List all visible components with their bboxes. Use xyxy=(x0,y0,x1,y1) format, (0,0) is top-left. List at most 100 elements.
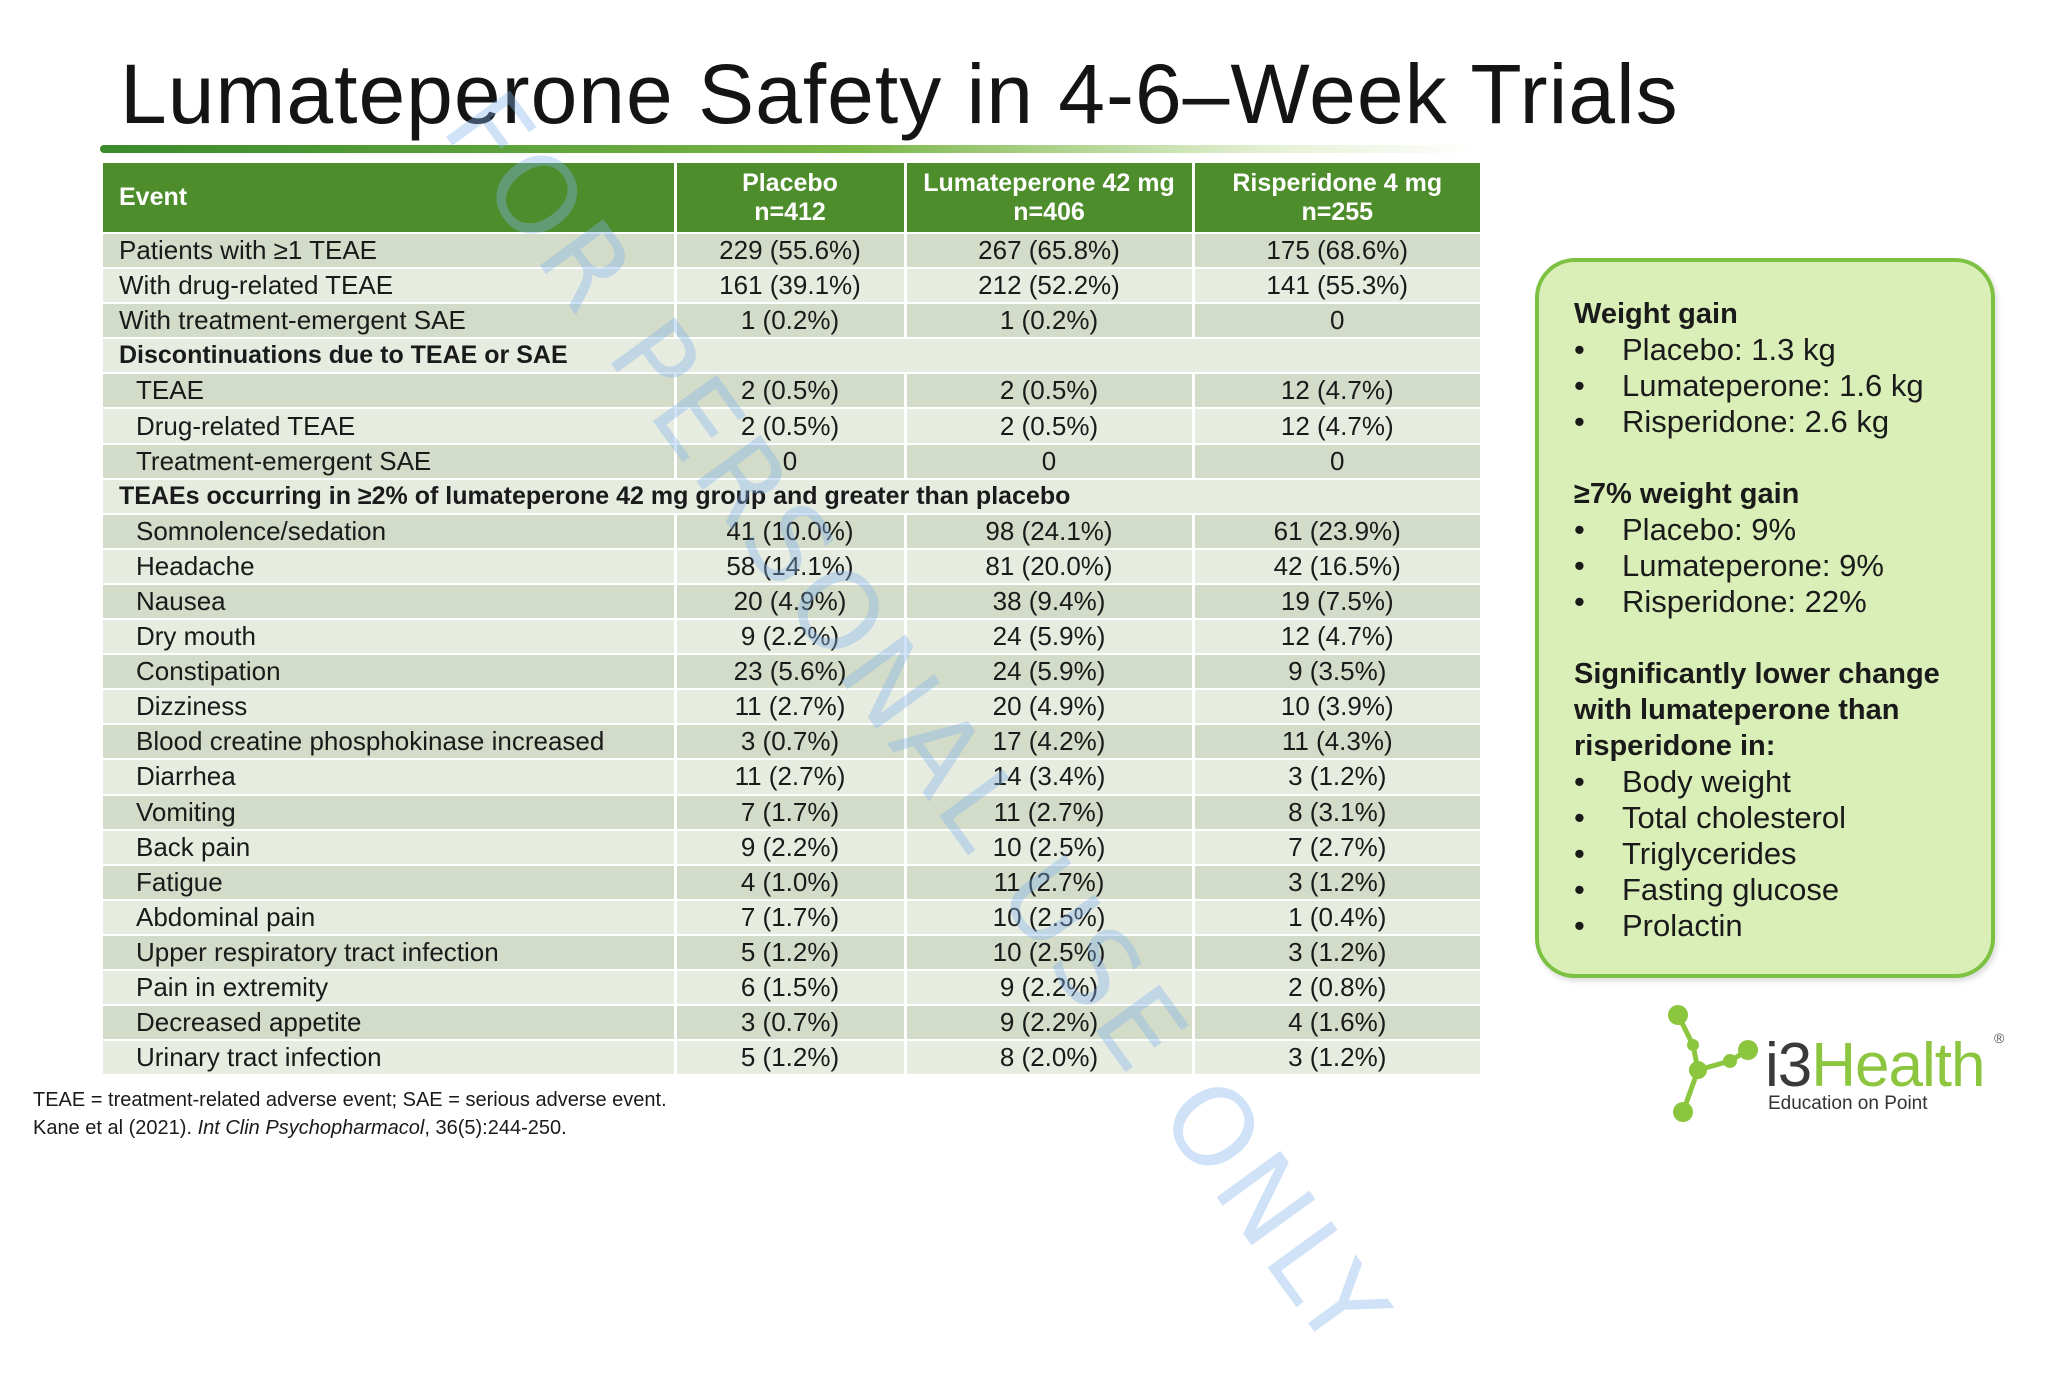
placebo-value: 5 (1.2%) xyxy=(675,1039,907,1075)
table-row: With drug-related TEAE 161 (39.1%) 212 (52… xyxy=(103,267,1480,304)
event-label: Nausea xyxy=(103,582,677,620)
callout-item-text: Body weight xyxy=(1622,764,1791,799)
placebo-value: 4 (1.0%) xyxy=(675,863,907,900)
header-event-label: Event xyxy=(119,183,188,211)
title-underline xyxy=(100,145,1480,153)
header-event: Event xyxy=(103,163,677,233)
table-row: Upper respiratory tract infection 5 (1.2%… xyxy=(103,933,1480,970)
header-placebo-label: Placebo xyxy=(742,168,838,197)
header-risperidone: Risperidone 4 mg n=255 xyxy=(1193,163,1480,233)
placebo-value: 7 (1.7%) xyxy=(675,793,907,830)
callout-list-item: • Risperidone: 2.6 kg xyxy=(1574,404,1971,440)
bullet-icon: • xyxy=(1574,764,1585,799)
callout-item-text: Risperidone: 2.6 kg xyxy=(1622,404,1890,439)
callout-list-item: • Total cholesterol xyxy=(1574,800,1971,836)
event-label: Urinary tract infection xyxy=(103,1039,677,1075)
risperidone-value: 10 (3.9%) xyxy=(1193,688,1480,725)
risperidone-value: 1 (0.4%) xyxy=(1193,898,1480,935)
lumateperone-value: 20 (4.9%) xyxy=(905,688,1195,725)
event-label: Dizziness xyxy=(103,688,677,725)
table-row: Treatment-emergent SAE 0 0 0 xyxy=(103,442,1480,479)
bullet-icon: • xyxy=(1574,908,1585,943)
placebo-value: 9 (2.2%) xyxy=(675,618,907,655)
risperidone-value: 175 (68.6%) xyxy=(1193,231,1480,269)
table-row: Patients with ≥1 TEAE 229 (55.6%) 267 (65.… xyxy=(103,231,1480,269)
callout-list-item: • Fasting glucose xyxy=(1574,872,1971,908)
logo-prefix: i3 xyxy=(1765,1031,1812,1100)
placebo-value: 0 xyxy=(675,442,907,479)
callout-list-item: • Risperidone: 22% xyxy=(1574,584,1971,620)
event-label: Diarrhea xyxy=(103,758,677,795)
callout-list-item: • Triglycerides xyxy=(1574,836,1971,872)
callout-heading: Significantly lower change xyxy=(1574,658,1940,690)
event-label: Patients with ≥1 TEAE xyxy=(103,231,677,269)
footnotes: TEAE = treatment-related adverse event; … xyxy=(33,1086,667,1142)
placebo-value: 5 (1.2%) xyxy=(675,933,907,970)
event-label: With treatment-emergent SAE xyxy=(103,302,677,339)
callout-list-item: • Placebo: 1.3 kg xyxy=(1574,332,1971,368)
table-row: Fatigue 4 (1.0%) 11 (2.7%) 3 (1.2%) xyxy=(103,863,1480,900)
header-placebo: Placebo n=412 xyxy=(675,163,907,233)
risperidone-value: 0 xyxy=(1193,302,1480,339)
table-row: Back pain 9 (2.2%) 10 (2.5%) 7 (2.7%) xyxy=(103,828,1480,865)
i3health-logo-icon xyxy=(1668,1005,1758,1122)
logo-brand: Health xyxy=(1811,1031,1985,1100)
callout-list: • Body weight • Total cholesterol • Triglycer… xyxy=(1574,764,1971,944)
lumateperone-value: 11 (2.7%) xyxy=(905,793,1195,830)
risperidone-value: 12 (4.7%) xyxy=(1193,407,1480,444)
risperidone-value: 8 (3.1%) xyxy=(1193,793,1480,830)
bullet-icon: • xyxy=(1574,800,1585,835)
risperidone-value: 4 (1.6%) xyxy=(1193,1004,1480,1041)
callout-list-item: • Placebo: 9% xyxy=(1574,512,1971,548)
lumateperone-value: 10 (2.5%) xyxy=(905,898,1195,935)
callout-list-item: • Lumateperone: 9% xyxy=(1574,548,1971,584)
table-row: Blood creatine phosphokinase increased 3 … xyxy=(103,723,1480,760)
table-row: Diarrhea 11 (2.7%) 14 (3.4%) 3 (1.2%) xyxy=(103,758,1480,795)
event-label: Fatigue xyxy=(103,863,677,900)
lumateperone-value: 267 (65.8%) xyxy=(905,231,1195,269)
citation: Kane et al (2021). Int Clin Psychopharma… xyxy=(33,1114,667,1142)
table-row: Urinary tract infection 5 (1.2%) 8 (2.0%) 3… xyxy=(103,1039,1480,1075)
header-placebo-n: n=412 xyxy=(754,197,826,226)
risperidone-value: 12 (4.7%) xyxy=(1193,618,1480,655)
callout-item-text: Lumateperone: 1.6 kg xyxy=(1622,368,1924,403)
event-label: Drug-related TEAE xyxy=(103,407,677,444)
event-label: Abdominal pain xyxy=(103,898,677,935)
logo-registered-mark: ® xyxy=(1994,1030,2005,1046)
risperidone-value: 61 (23.9%) xyxy=(1193,512,1480,549)
placebo-value: 2 (0.5%) xyxy=(675,372,907,409)
lumateperone-value: 9 (2.2%) xyxy=(905,968,1195,1006)
lumateperone-value: 14 (3.4%) xyxy=(905,758,1195,795)
safety-table-container: Event Placebo n=412 Lumateperone 42 mg n… xyxy=(103,163,1480,1075)
lumateperone-value: 98 (24.1%) xyxy=(905,512,1195,549)
risperidone-value: 11 (4.3%) xyxy=(1193,723,1480,760)
lumateperone-value: 38 (9.4%) xyxy=(905,582,1195,620)
safety-table: Event Placebo n=412 Lumateperone 42 mg n… xyxy=(103,163,1480,1075)
event-label: Headache xyxy=(103,547,677,584)
table-row: Drug-related TEAE 2 (0.5%) 2 (0.5%) 12 (4.7… xyxy=(103,407,1480,444)
abbreviations-note: TEAE = treatment-related adverse event; … xyxy=(33,1089,667,1111)
table-row: Abdominal pain 7 (1.7%) 10 (2.5%) 1 (0.4%) xyxy=(103,898,1480,935)
citation-journal: Int Clin Psychopharmacol xyxy=(197,1117,425,1139)
table-row: Somnolence/sedation 41 (10.0%) 98 (24.1%) 6… xyxy=(103,512,1480,549)
callout-item-text: Fasting glucose xyxy=(1622,872,1840,907)
header-risperidone-label: Risperidone 4 mg xyxy=(1232,168,1443,197)
lumateperone-value: 8 (2.0%) xyxy=(905,1039,1195,1075)
callout-list: • Placebo: 1.3 kg • Lumateperone: 1.6 kg • Ri… xyxy=(1574,332,1971,440)
table-row: Dry mouth 9 (2.2%) 24 (5.9%) 12 (4.7%) xyxy=(103,618,1480,655)
logo-wordmark: i3Health xyxy=(1765,1030,1985,1101)
callout-item-text: Risperidone: 22% xyxy=(1622,584,1867,619)
callout-heading: risperidone in: xyxy=(1574,730,1776,762)
callout-list-item: • Lumateperone: 1.6 kg xyxy=(1574,368,1971,404)
event-label: Somnolence/sedation xyxy=(103,512,677,549)
lumateperone-value: 0 xyxy=(905,442,1195,479)
callout-heading: ≥7% weight gain xyxy=(1574,478,1800,510)
table-row: Dizziness 11 (2.7%) 20 (4.9%) 10 (3.9%) xyxy=(103,688,1480,725)
table-row: Decreased appetite 3 (0.7%) 9 (2.2%) 4 (1.6… xyxy=(103,1004,1480,1041)
lumateperone-value: 11 (2.7%) xyxy=(905,863,1195,900)
placebo-value: 1 (0.2%) xyxy=(675,302,907,339)
event-label: Upper respiratory tract infection xyxy=(103,933,677,970)
placebo-value: 11 (2.7%) xyxy=(675,758,907,795)
citation-authors: Kane et al (2021). xyxy=(33,1117,198,1139)
placebo-value: 9 (2.2%) xyxy=(675,828,907,865)
